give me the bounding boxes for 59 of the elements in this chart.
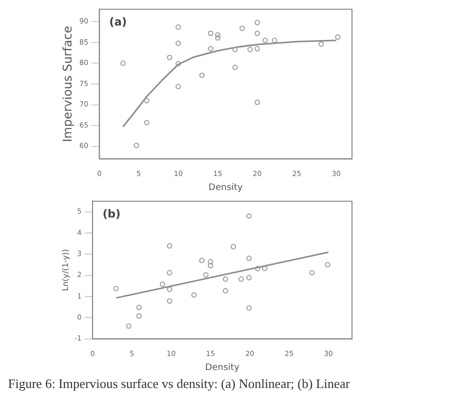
point: [238, 276, 244, 282]
point: [335, 34, 340, 40]
point: [246, 256, 252, 262]
point: [160, 281, 166, 287]
x-axis-title: Density: [205, 362, 240, 373]
point: [166, 270, 172, 276]
point: [247, 46, 253, 52]
point: [176, 60, 181, 66]
point: [246, 213, 252, 219]
point: [166, 243, 172, 249]
point: [176, 84, 181, 90]
point: [262, 38, 268, 44]
point: [246, 274, 252, 280]
point: [191, 292, 197, 298]
point: [126, 323, 132, 329]
point: [254, 46, 260, 52]
point: [222, 288, 228, 294]
point: [230, 244, 236, 250]
point: [134, 142, 140, 148]
point: [208, 46, 214, 52]
annotation: (b): [102, 208, 121, 221]
point: [215, 35, 220, 41]
point: [199, 72, 205, 78]
point: [232, 46, 238, 52]
point: [144, 120, 150, 126]
point: [176, 24, 181, 30]
point: [166, 298, 172, 304]
point: [136, 313, 142, 319]
point: [246, 305, 252, 311]
point: [254, 266, 260, 272]
point: [144, 98, 150, 104]
point: [262, 266, 268, 272]
y-axis-title: Ln(y/(1-y)): [60, 248, 70, 292]
point: [254, 100, 260, 105]
point: [120, 60, 126, 66]
point: [113, 286, 119, 292]
point: [208, 259, 214, 264]
point: [272, 38, 278, 44]
annotation: (a): [109, 16, 127, 29]
point: [240, 26, 245, 32]
point: [318, 41, 324, 47]
point: [166, 54, 172, 60]
point: [199, 258, 205, 264]
point: [232, 64, 238, 70]
point: [208, 262, 214, 268]
y-axis-title: Impervious Surface: [60, 26, 74, 142]
point: [176, 40, 181, 46]
point: [254, 30, 260, 36]
point: [208, 30, 214, 36]
point: [136, 304, 142, 310]
caption: Figure 6: Impervious surface vs density: (a) Nonlinear; (b) Linear: [8, 376, 351, 392]
point: [166, 286, 172, 292]
point: [222, 276, 228, 282]
point: [215, 32, 220, 38]
point: [254, 20, 260, 26]
point: [309, 270, 315, 276]
x-axis-title: Density: [208, 182, 244, 193]
point: [324, 262, 330, 268]
point: [203, 272, 208, 278]
